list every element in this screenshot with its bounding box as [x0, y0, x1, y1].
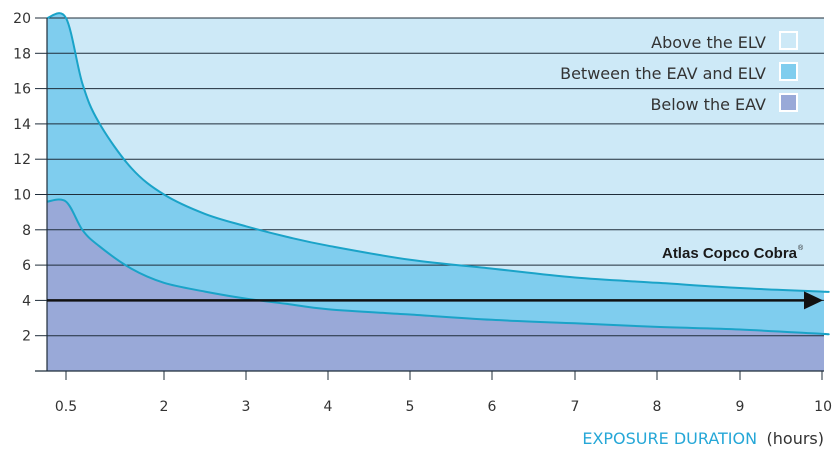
x-tick-label-8: 8 [653, 399, 662, 415]
x-tick-label-6: 6 [488, 399, 497, 415]
x-axis-title: EXPOSURE DURATION (hours) [582, 429, 824, 448]
x-tick-labels: 0.5 2 3 4 5 6 7 8 9 10 [55, 371, 832, 415]
cobra-label: Atlas Copco Cobra [662, 245, 798, 262]
y-tick-labels: 2 4 6 8 10 12 14 16 18 20 [13, 11, 47, 345]
x-tick-label-0.5: 0.5 [55, 399, 77, 415]
legend-label-between: Between the EAV and ELV [560, 64, 766, 83]
y-tick-label-20: 20 [13, 11, 31, 27]
svg-text:EXPOSURE DURATION (hours: EXPOSURE DURATION (hours) [582, 429, 824, 448]
x-tick-label-9: 9 [736, 399, 745, 415]
y-tick-label-2: 2 [22, 329, 31, 345]
elv-curve [46, 12, 830, 293]
legend-swatch-between [779, 62, 798, 81]
y-tick-label-14: 14 [13, 117, 31, 133]
registered-mark: ® [798, 244, 804, 252]
legend-label-below-eav: Below the EAV [650, 95, 766, 114]
x-axis-unit: (hours) [767, 429, 824, 448]
eav-curve [46, 198, 830, 336]
x-axis-label: EXPOSURE DURATION [582, 429, 757, 448]
x-tick-label-5: 5 [406, 399, 415, 415]
legend: Above the ELV Between the EAV and ELV Be… [560, 31, 798, 114]
cobra-annotation: Atlas Copco Cobra ® [47, 244, 823, 310]
area-below-eav [47, 199, 829, 371]
x-tick-label-2: 2 [160, 399, 169, 415]
y-tick-label-4: 4 [22, 293, 31, 309]
y-tick-label-10: 10 [13, 188, 31, 204]
y-tick-label-16: 16 [13, 82, 31, 98]
x-tick-label-4: 4 [324, 399, 333, 415]
x-tick-label-7: 7 [571, 399, 580, 415]
legend-swatch-below-eav [779, 93, 798, 112]
y-tick-label-8: 8 [22, 223, 31, 239]
y-tick-label-12: 12 [13, 152, 31, 168]
cobra-arrow-head [804, 291, 823, 310]
legend-label-above-elv: Above the ELV [651, 33, 766, 52]
y-tick-label-18: 18 [13, 46, 31, 62]
curves [46, 12, 830, 336]
y-tick-label-6: 6 [22, 258, 31, 274]
x-tick-label-3: 3 [242, 399, 251, 415]
x-tick-label-10: 10 [814, 399, 832, 415]
legend-swatch-above-elv [779, 31, 798, 50]
